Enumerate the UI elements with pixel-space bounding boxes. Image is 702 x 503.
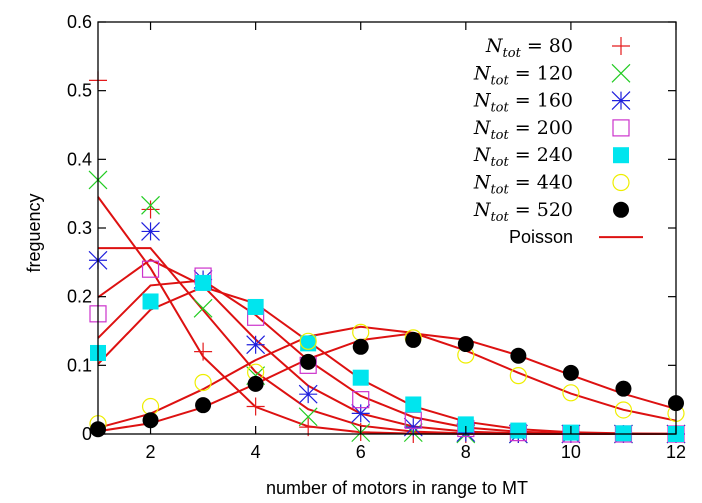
data-point [141, 200, 160, 219]
data-point [351, 403, 371, 423]
data-point [298, 384, 318, 404]
data-point [246, 397, 265, 416]
y-tick-label: 0.3 [67, 218, 92, 238]
data-point [510, 422, 527, 439]
x-tick-label: 10 [561, 442, 581, 462]
y-tick-label: 0.5 [67, 81, 92, 101]
legend-label: Ntot = 520 [473, 199, 573, 225]
legend-entry: Poisson [509, 227, 643, 247]
x-tick-label: 4 [251, 442, 261, 462]
data-point [246, 335, 266, 355]
data-point [195, 397, 212, 414]
data-point [403, 417, 423, 437]
data-point [142, 293, 159, 310]
data-point [615, 380, 632, 397]
legend-swatch [612, 37, 630, 55]
x-tick-label: 6 [356, 442, 366, 462]
legend-swatch [611, 91, 631, 111]
data-point [562, 384, 580, 402]
y-tick-label: 0 [82, 424, 92, 444]
data-point [509, 367, 527, 385]
poisson-curve [97, 285, 677, 435]
legend-label: Ntot = 80 [485, 35, 573, 61]
series [90, 331, 684, 438]
legend-entry: Ntot = 440 [473, 172, 630, 198]
legend-entry: Ntot = 80 [485, 35, 630, 61]
data-point [300, 335, 317, 352]
data-point [299, 332, 317, 350]
y-axis-label: freguency [24, 193, 44, 272]
data-point [142, 412, 159, 429]
data-point [247, 298, 264, 315]
legend-label: Ntot = 120 [473, 62, 573, 88]
legend-entry: Ntot = 160 [473, 90, 631, 116]
data-point [352, 338, 369, 355]
legend-swatch [613, 201, 629, 218]
legend-label: Ntot = 160 [473, 90, 573, 116]
y-tick-label: 0.2 [67, 287, 92, 307]
data-point [457, 336, 474, 353]
data-point [352, 369, 369, 386]
x-axis-label: number of motors in range to MT [266, 478, 528, 498]
data-point [457, 416, 474, 433]
data-point [614, 401, 633, 419]
legend-entry: Ntot = 200 [473, 117, 630, 143]
legend-entry: Ntot = 520 [473, 199, 629, 225]
data-point [194, 342, 213, 361]
data-point [298, 407, 318, 427]
legend-swatch [612, 173, 630, 192]
legend-entry: Ntot = 240 [473, 144, 629, 170]
y-tick-label: 0.4 [67, 149, 92, 169]
legend-swatch [612, 119, 630, 137]
data-point [194, 373, 212, 392]
data-point [562, 364, 579, 381]
legend-label: Ntot = 200 [473, 117, 573, 143]
axis-ticks: 2 4 6 8 10 12 0 0.1 0.2 0.3 0.4 0.5 0.6 [67, 12, 686, 462]
data-point [195, 274, 212, 291]
poisson-curve [97, 325, 677, 429]
data-point [141, 260, 160, 278]
y-tick-label: 0.1 [67, 355, 92, 375]
data-point [510, 347, 527, 364]
poisson-curve [97, 332, 677, 433]
data-point [405, 396, 422, 413]
data-point [247, 375, 264, 392]
legend-label: Ntot = 440 [473, 172, 573, 198]
data-point [300, 353, 317, 370]
data-point [615, 425, 632, 442]
y-tick-label: 0.6 [67, 12, 92, 32]
data-point [405, 331, 422, 348]
legend-label: Poisson [509, 227, 573, 247]
x-tick-label: 8 [461, 442, 471, 462]
data-point [193, 298, 213, 318]
legend-label: Ntot = 240 [473, 144, 573, 170]
data-point [141, 222, 160, 241]
legend-swatch [613, 147, 629, 164]
legend-entry: Ntot = 120 [473, 62, 631, 88]
x-tick-label: 2 [146, 442, 156, 462]
data-point [299, 418, 318, 437]
data-point [352, 391, 370, 409]
x-tick-label: 12 [666, 442, 686, 462]
data-point [141, 195, 160, 215]
legend-swatch [611, 63, 631, 83]
